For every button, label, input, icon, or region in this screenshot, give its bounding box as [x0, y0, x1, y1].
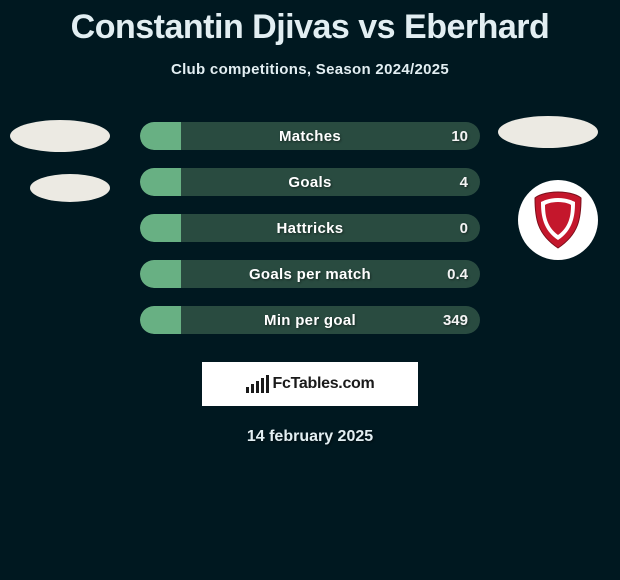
stat-pill: Min per goal349: [140, 306, 480, 334]
stat-label: Goals per match: [140, 260, 480, 288]
bar-icon-segment: [251, 384, 254, 393]
stat-pill: Goals per match0.4: [140, 260, 480, 288]
bar-icon-segment: [261, 378, 264, 393]
stat-right-value: 349: [443, 306, 468, 334]
stat-label: Matches: [140, 122, 480, 150]
stat-label: Min per goal: [140, 306, 480, 334]
footer-logo: FcTables.com: [246, 375, 375, 393]
stat-label: Hattricks: [140, 214, 480, 242]
stat-right-value: 0.4: [447, 260, 468, 288]
stat-pill: Hattricks0: [140, 214, 480, 242]
stat-row: Goals per match0.4: [0, 260, 620, 288]
stat-row: Matches10: [0, 122, 620, 150]
stat-row: Goals4: [0, 168, 620, 196]
stat-right-value: 10: [451, 122, 468, 150]
bar-chart-icon: [246, 375, 269, 393]
page-subtitle: Club competitions, Season 2024/2025: [0, 61, 620, 78]
stat-right-value: 0: [460, 214, 468, 242]
bar-icon-segment: [256, 381, 259, 393]
bar-icon-segment: [246, 387, 249, 393]
stats-container: Matches10 Goals4 Hattricks0 Goals per match…: [0, 122, 620, 334]
stat-pill: Matches10: [140, 122, 480, 150]
stat-right-value: 4: [460, 168, 468, 196]
comparison-date: 14 february 2025: [0, 428, 620, 446]
footer-brand-text: FcTables.com: [273, 375, 375, 393]
page-title: Constantin Djivas vs Eberhard: [0, 0, 620, 47]
stat-pill: Goals4: [140, 168, 480, 196]
stat-row: Min per goal349: [0, 306, 620, 334]
bar-icon-segment: [266, 375, 269, 393]
stat-row: Hattricks0: [0, 214, 620, 242]
stat-label: Goals: [140, 168, 480, 196]
footer-attribution: FcTables.com: [202, 362, 418, 406]
